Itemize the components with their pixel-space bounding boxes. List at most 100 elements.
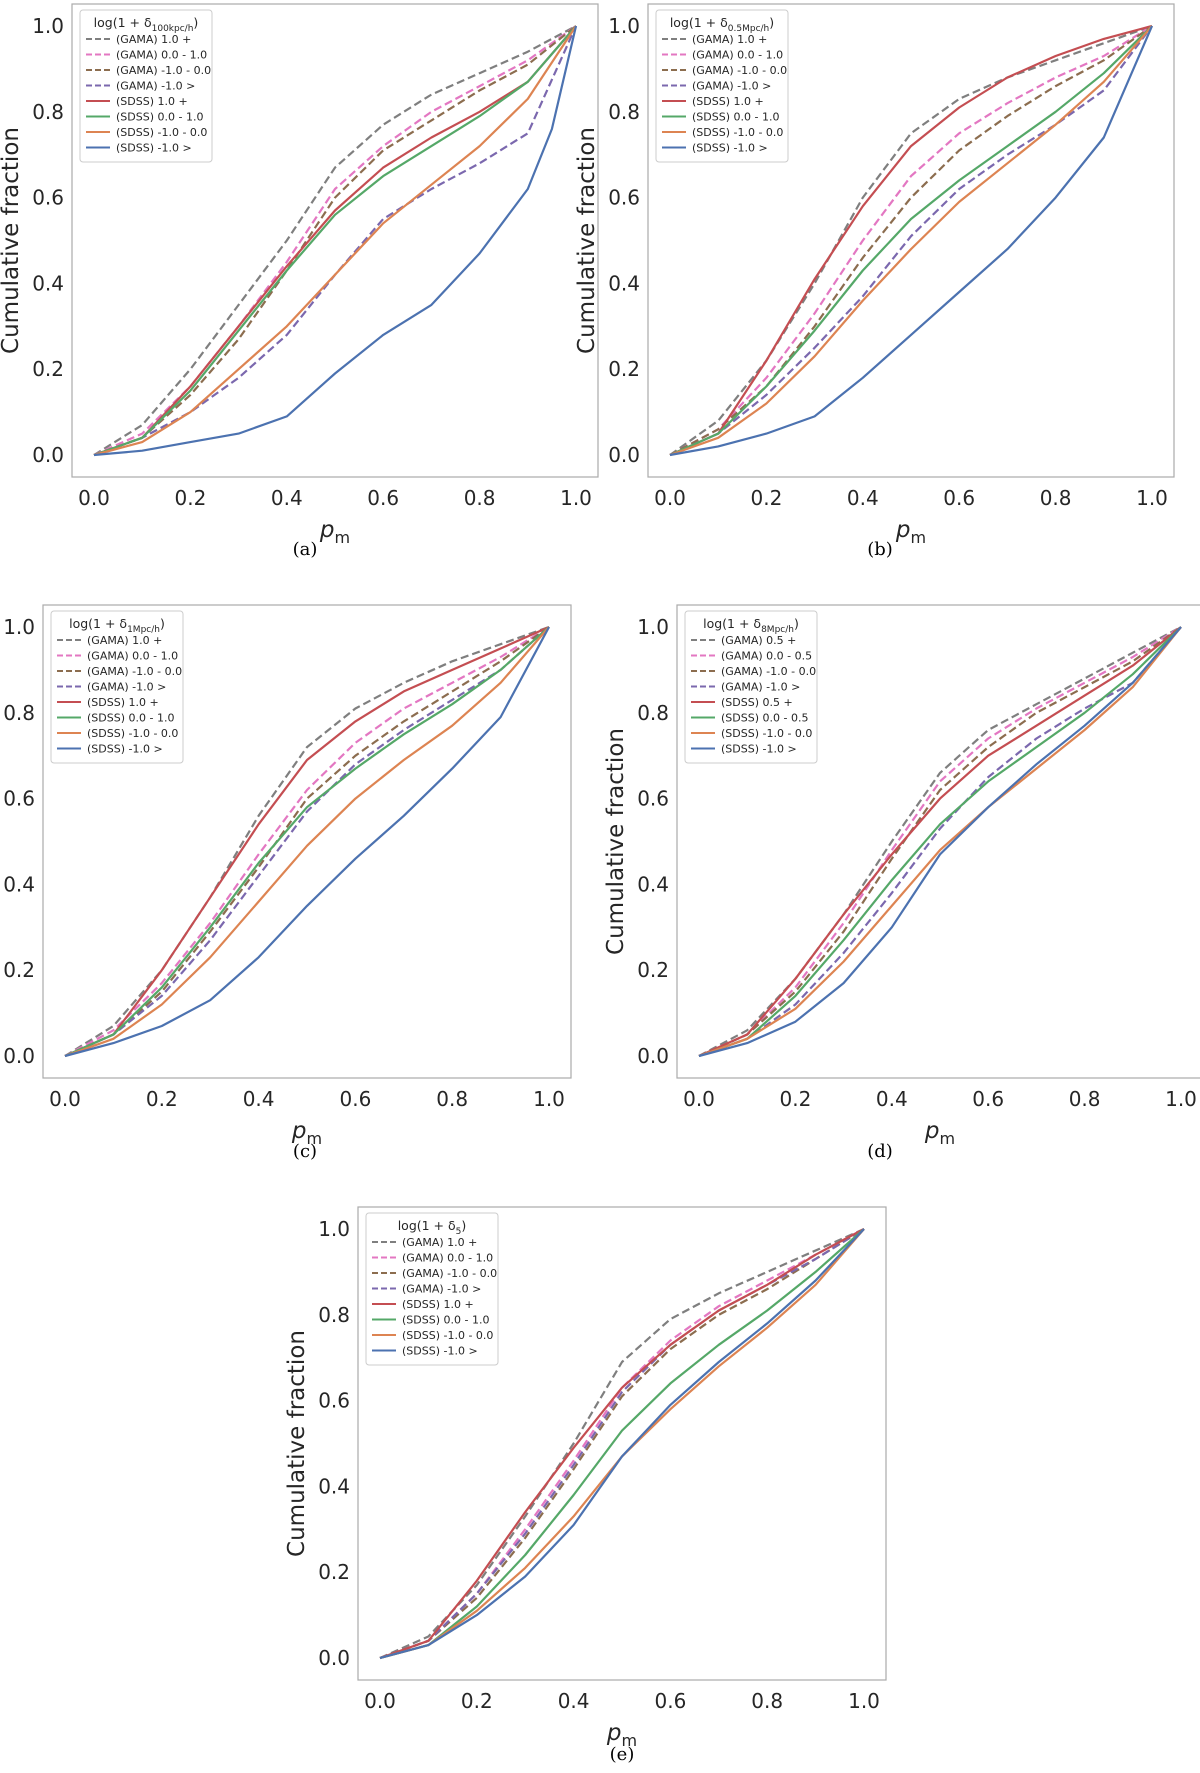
legend-entry: (SDSS) -1.0 - 0.0: [721, 727, 812, 740]
x-tick-label: 0.4: [271, 486, 303, 510]
series-line-sdss-0-0-1-0: [64, 626, 550, 1058]
legend-entry: (SDSS) -1.0 >: [692, 142, 768, 155]
legend-entry: (SDSS) 0.0 - 1.0: [402, 1314, 489, 1327]
y-tick-label: 1.0: [32, 14, 64, 38]
y-axis-label: Cumulative fraction: [603, 728, 629, 955]
series-line-gama-1-0: [64, 625, 550, 1057]
legend-entry: (GAMA) -1.0 - 0.0: [116, 64, 211, 77]
legend-entry: (GAMA) -1.0 >: [116, 80, 195, 93]
legend-entry: (SDSS) 1.0 +: [402, 1298, 474, 1311]
y-tick-label: 0.2: [32, 357, 64, 381]
legend-entry: (GAMA) -1.0 - 0.0: [87, 665, 182, 678]
y-tick-label: 0.2: [608, 357, 640, 381]
series-line-gama-0-0-1-0: [669, 25, 1153, 456]
chart-panel-d: 0.0 0.2 0.4 0.6 0.8 1.0 0.0 0.2 0.4 0.6 0.8 1.0 pm Cu…: [603, 604, 1200, 1148]
legend: log(1 + δ0.5Mpc/h)(GAMA) 1.0 + (GAMA) 0.0…: [655, 9, 789, 163]
chart-panel-b: 0.0 0.2 0.4 0.6 0.8 1.0 0.0 0.2 0.4 0.6 0.8 1.0 pm Cu…: [574, 3, 1175, 547]
x-tick-label: 0.6: [654, 1689, 686, 1713]
x-axis-label: pm: [924, 1118, 955, 1148]
legend-entry: (GAMA) -1.0 >: [721, 681, 800, 694]
series-line-sdss-1-0: [379, 1228, 865, 1660]
x-tick-label: 1.0: [1165, 1087, 1197, 1111]
series-line-sdss-1-0: [93, 25, 578, 457]
legend-box: [365, 1212, 499, 1366]
y-tick-label: 1.0: [608, 14, 640, 38]
legend: log(1 + δ5)(GAMA) 1.0 + (GAMA) 0.0 - 1.0 (…: [365, 1212, 499, 1366]
plot-frame: [647, 3, 1175, 478]
x-tick-label: 0.4: [558, 1689, 590, 1713]
series-line-gama-1-0-0-0: [93, 25, 577, 457]
legend-entry: (GAMA) 0.5 +: [721, 634, 796, 647]
series-line-sdss-1-0-0-0: [698, 626, 1182, 1058]
legend-entry: (GAMA) 1.0 +: [402, 1236, 477, 1249]
legend-entry: (GAMA) 0.0 - 1.0: [402, 1252, 493, 1265]
legend-entry: (SDSS) 0.0 - 1.0: [692, 111, 779, 124]
series-line-gama-1-0: [379, 1228, 865, 1660]
x-axis-label: pm: [895, 517, 926, 547]
legend-entry: (GAMA) 0.0 - 1.0: [87, 650, 178, 663]
legend: log(1 + δ8Mpc/h)(GAMA) 0.5 + (GAMA) 0.0 -…: [684, 610, 818, 764]
series-line-gama-1-0-0-0: [379, 1228, 865, 1660]
legend-entry: (SDSS) -1.0 - 0.0: [402, 1329, 493, 1342]
series-line-gama-1-0: [669, 24, 1153, 456]
plot-frame: [71, 3, 599, 478]
y-tick-label: 0.6: [3, 787, 35, 811]
x-axis-label: pm: [319, 517, 350, 547]
y-tick-label: 1.0: [637, 615, 669, 639]
series-line-gama-1-0: [93, 25, 577, 456]
y-tick-label: 0.4: [608, 271, 640, 295]
series-line-sdss-1-0: [698, 626, 1182, 1058]
x-tick-label: 0.8: [436, 1087, 468, 1111]
y-tick-label: 0.8: [3, 701, 35, 725]
y-tick-label: 0.6: [32, 186, 64, 210]
legend-entry: (GAMA) 0.0 - 1.0: [692, 49, 783, 62]
legend-entry: (SDSS) 0.0 - 1.0: [116, 111, 203, 124]
x-tick-label: 0.2: [174, 486, 206, 510]
legend-entry: (GAMA) -1.0 - 0.0: [692, 64, 787, 77]
series-line-gama-1-0: [64, 626, 550, 1058]
chart-panel-e: 0.0 0.2 0.4 0.6 0.8 1.0 0.0 0.2 0.4 0.6 0.8 1.0 pm Cu…: [284, 1206, 887, 1750]
legend-entry: (GAMA) -1.0 >: [402, 1283, 481, 1296]
y-tick-label: 1.0: [3, 615, 35, 639]
x-tick-label: 0.2: [146, 1087, 178, 1111]
series-line-sdss-1-0-0-0: [93, 25, 577, 457]
x-tick-label: 0.2: [779, 1087, 811, 1111]
plot-frame: [676, 604, 1200, 1079]
series-line-sdss-1-0: [669, 25, 1154, 457]
legend-box: [79, 9, 213, 163]
legend-entry: (GAMA) -1.0 >: [87, 681, 166, 694]
legend-entry: (GAMA) 1.0 +: [692, 33, 767, 46]
y-tick-label: 0.8: [318, 1303, 350, 1327]
legend-title: log(1 + δ100kpc/h): [94, 15, 199, 34]
y-tick-label: 0.6: [637, 787, 669, 811]
x-tick-label: 0.4: [847, 486, 879, 510]
series-line-sdss-1-0: [64, 626, 550, 1058]
series-line-sdss-0-0-0-5: [698, 626, 1182, 1058]
y-tick-label: 1.0: [318, 1217, 350, 1241]
x-tick-label: 0.6: [972, 1087, 1004, 1111]
panel-caption: (c): [293, 1141, 317, 1162]
y-tick-label: 0.8: [32, 100, 64, 124]
legend-entry: (GAMA) -1.0 - 0.0: [402, 1267, 497, 1280]
x-tick-label: 0.0: [683, 1087, 715, 1111]
y-tick-label: 0.6: [608, 186, 640, 210]
legend-title: log(1 + δ0.5Mpc/h): [670, 15, 774, 34]
panel-caption: (e): [610, 1744, 635, 1765]
legend-entry: (SDSS) -1.0 - 0.0: [116, 126, 207, 139]
series-line-gama-0-0-1-0: [64, 626, 550, 1057]
x-tick-label: 0.0: [78, 486, 110, 510]
y-tick-label: 0.0: [318, 1646, 350, 1670]
series-line-gama-1-0-0-0: [698, 626, 1182, 1058]
legend-box: [655, 9, 789, 163]
legend-entry: (SDSS) -1.0 - 0.0: [692, 126, 783, 139]
x-tick-label: 0.8: [751, 1689, 783, 1713]
legend-entry: (SDSS) -1.0 >: [116, 142, 192, 155]
x-tick-label: 0.8: [1069, 1087, 1101, 1111]
legend-box: [50, 610, 184, 764]
y-tick-label: 0.4: [637, 872, 669, 896]
x-tick-label: 0.0: [654, 486, 686, 510]
x-tick-label: 0.8: [464, 486, 496, 510]
legend-entry: (SDSS) -1.0 >: [402, 1345, 478, 1358]
x-tick-label: 1.0: [560, 486, 592, 510]
